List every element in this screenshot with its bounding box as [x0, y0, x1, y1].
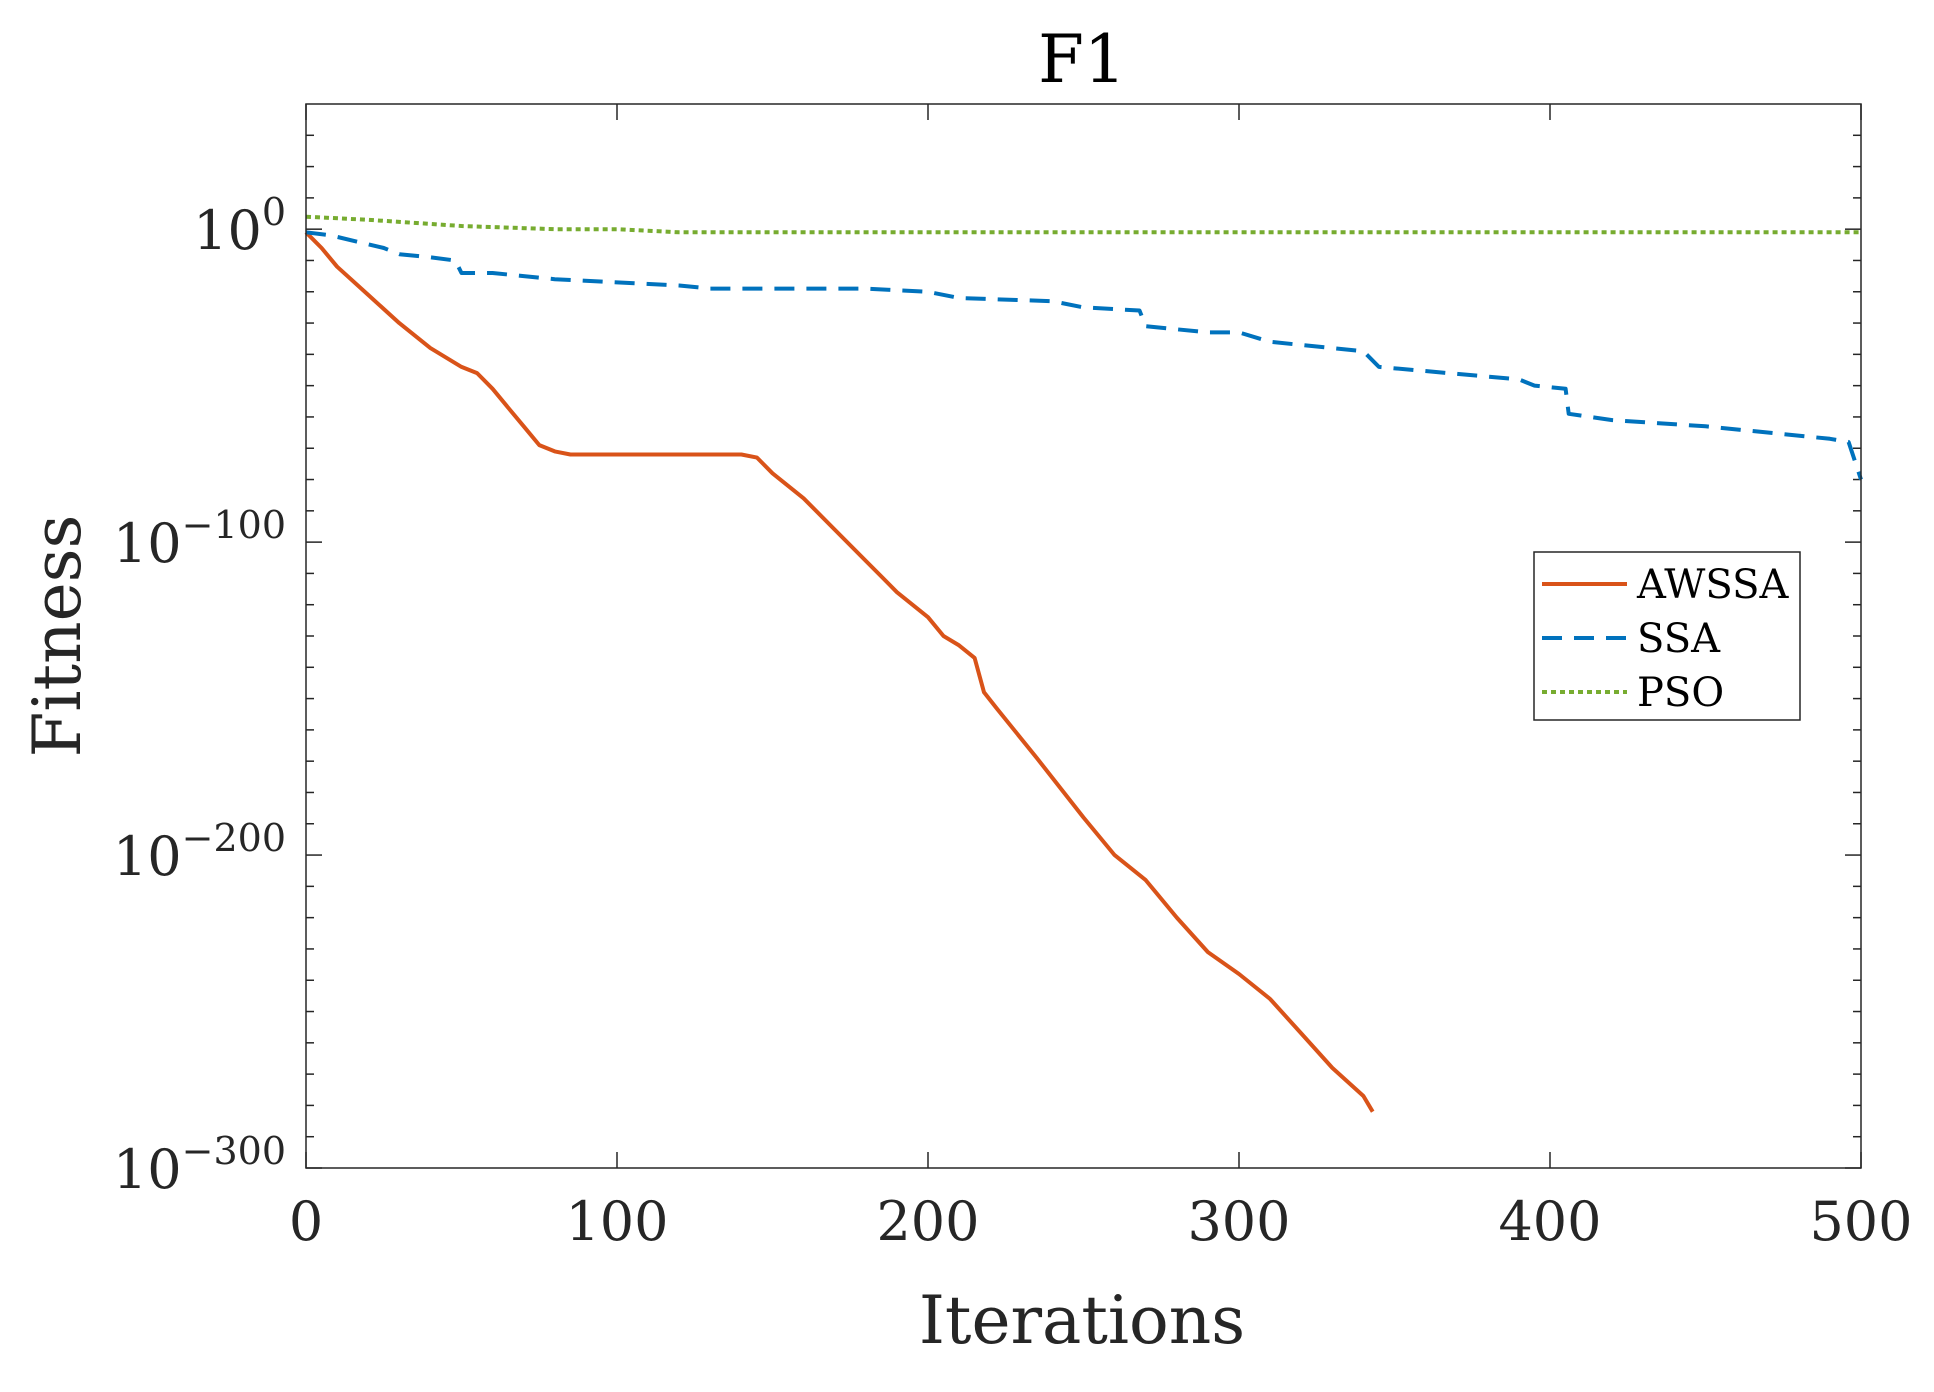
legend: AWSSA SSA PSO: [1533, 551, 1801, 721]
x-tick-label: 200: [876, 1190, 979, 1253]
plot-area-frame: [305, 103, 1862, 1169]
y-tick-labels: 100 10−100 10−200 10−300: [113, 190, 286, 1201]
legend-label-pso: PSO: [1637, 670, 1724, 716]
y-tick-label: 10−100: [113, 503, 286, 575]
x-tick-labels: 0 100 200 300 400 500: [289, 1190, 1913, 1253]
y-tick-label: 100: [193, 190, 286, 262]
x-tick-label: 400: [1498, 1190, 1601, 1253]
y-axis-label: Fitness: [19, 515, 96, 758]
x-axis-label: Iterations: [919, 1282, 1245, 1359]
chart-title: F1: [1038, 21, 1126, 98]
minor-ticks: [306, 134, 1861, 1138]
legend-label-awssa: AWSSA: [1636, 562, 1789, 608]
x-tick-label: 300: [1187, 1190, 1290, 1253]
x-tick-label: 500: [1809, 1190, 1912, 1253]
legend-label-ssa: SSA: [1637, 616, 1721, 662]
y-tick-label: 10−300: [113, 1129, 286, 1201]
series-line-awssa: [304, 230, 1375, 1113]
x-tick-label: 100: [565, 1190, 668, 1253]
x-tick-label: 0: [289, 1190, 323, 1253]
y-tick-label: 10−200: [113, 816, 286, 888]
series-line-ssa: [305, 230, 1863, 481]
series-group: [304, 214, 1863, 1113]
